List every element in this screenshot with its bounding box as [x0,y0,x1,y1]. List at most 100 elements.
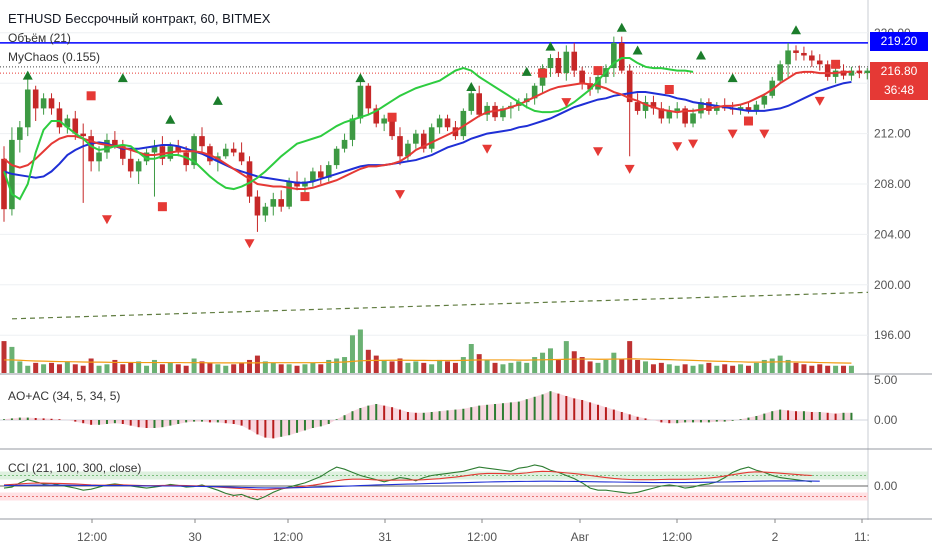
candle-body [222,148,229,157]
volume-bar [460,357,466,373]
down-arrow-marker [101,215,112,225]
volume-bar [104,364,110,373]
volume-bar [848,365,854,373]
volume-bar [405,362,411,373]
volume-bar [738,364,744,373]
candle-body [413,133,419,144]
candle-body [658,108,665,119]
volume-ma-line [4,358,852,364]
candle-body [436,118,443,128]
candle-body [737,107,744,110]
volume-bar [175,364,181,373]
volume-bar [183,365,189,373]
volume-bar [841,365,847,373]
price-axis-tick-label: 208.00 [874,177,911,191]
legend-mychaos[interactable]: MyChaos (0.155) [8,50,101,64]
countdown-timer: 36:48 [870,81,928,100]
ao-axis-tick-label: 5.00 [874,373,898,387]
candle-body [500,108,506,118]
candle-body [1,158,7,210]
square-marker [538,68,548,78]
volume-bar [643,361,649,373]
time-axis-tick-label: 12:00 [273,530,303,544]
candle-body [428,127,435,149]
volume-bar [349,335,355,373]
candle-body [444,118,451,128]
candle-body [587,83,593,90]
volume-bar [540,352,546,373]
volume-bar [223,365,229,373]
candle-body [17,127,23,140]
down-arrow-marker [593,147,603,157]
volume-bar [690,365,696,373]
volume-bar [611,352,617,373]
volume-bar [524,362,530,373]
price-tag-last: 216.80 [870,62,928,81]
down-arrow-marker [624,164,635,174]
candle-body [634,102,641,111]
candle-body [104,139,110,153]
volume-bar [318,364,324,373]
price-axis-tick-label: 200.00 [874,278,911,292]
candle-body [761,95,768,105]
volume-bar [603,359,609,373]
candle-body [270,199,277,207]
volume-bar [1,341,7,373]
down-arrow-marker [688,139,699,149]
candle-body [816,60,823,65]
price-axis-tick-label: 204.00 [874,227,911,241]
volume-bar [484,359,490,373]
volume-bar [698,364,704,373]
candle-body [207,146,213,162]
volume-bar [191,358,197,373]
volume-bar [207,362,213,373]
legend-ao-ac[interactable]: AO+AC (34, 5, 34, 5) [8,389,121,403]
candle-body [848,70,855,76]
candle-body [341,139,348,149]
volume-bar [88,358,94,373]
candle-body [151,146,158,153]
volume-bar [357,329,363,373]
up-arrow-marker [355,73,366,83]
volume-bar [769,358,775,373]
volume-bar [334,358,340,373]
candle-body [238,152,245,162]
up-arrow-marker [616,22,627,32]
cci-series-line [3,464,812,501]
volume-bar [682,364,688,373]
candle-body [230,148,237,153]
candle-body [706,102,712,111]
price-tag-high-line: 219.20 [870,32,928,51]
square-marker [86,91,96,101]
ao-axis-tick-label: 0.00 [874,413,898,427]
up-arrow-marker [521,66,532,76]
legend-symbol-title: ETHUSD Бессрочный контракт, 60, BITMEX [8,11,271,26]
volume-bar [326,359,332,373]
candle-body [286,181,292,207]
time-axis-tick-label: 31 [378,530,392,544]
volume-bar [714,365,720,373]
legend-cci[interactable]: CCI (21, 100, 300, close) [8,461,142,475]
candle-body [476,93,482,115]
down-arrow-marker [759,129,770,139]
candle-body [753,104,760,111]
volume-bar [579,357,585,373]
cci-series-line [3,480,820,489]
legend-volume[interactable]: Объём (21) [8,31,71,45]
up-arrow-marker [727,73,738,83]
candle-body [389,118,395,137]
volume-bar [722,364,728,373]
candle-body [650,102,657,109]
candle-body [809,55,815,61]
candle-body [856,70,863,74]
volume-trend-line [11,291,869,320]
candle-body [48,98,55,109]
volume-bar [730,365,736,373]
candle-body [571,51,578,71]
candle-body [579,70,585,84]
candle-body [40,98,47,109]
candle-body [611,42,617,69]
candle-body [318,171,324,178]
candle-body [682,108,688,124]
